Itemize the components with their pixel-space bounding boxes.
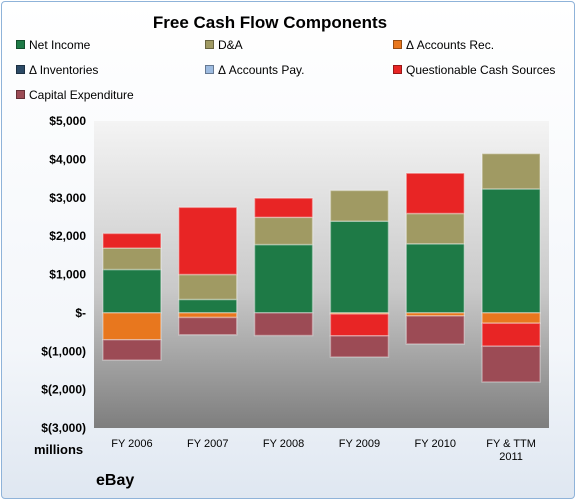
legend-swatch [205, 40, 214, 49]
x-tick-label: FY & TTM 2011 [486, 438, 536, 463]
x-tick-label: FY 2008 [263, 438, 304, 450]
legend-swatch [205, 65, 214, 74]
bar-d-a [102, 247, 162, 271]
bar-net-income [178, 298, 238, 314]
bar-questionable-cash-sources [481, 322, 541, 348]
x-tick-label: FY 2007 [187, 438, 228, 450]
bar-net-income [102, 268, 162, 314]
y-tick-label: $(2,000) [41, 383, 86, 397]
legend-item: Questionable Cash Sources [393, 63, 555, 77]
bar-capital-expenditure [102, 338, 162, 361]
bar-questionable-cash-sources [405, 172, 465, 215]
x-tick-label: FY 2006 [111, 438, 152, 450]
bar-d-a [329, 189, 390, 222]
legend-item: Δ Accounts Rec. [393, 38, 494, 52]
legend-label: Δ Inventories [29, 63, 99, 77]
units-label: millions [34, 442, 84, 457]
bar-d-a [178, 273, 238, 301]
bar-questionable-cash-sources [253, 197, 314, 219]
legend-label: Δ Accounts Rec. [406, 38, 495, 52]
legend-item: D&A [205, 38, 243, 52]
bar-capital-expenditure [178, 316, 238, 336]
bar-d-a [481, 152, 541, 190]
bars-layer [102, 152, 541, 383]
bar-capital-expenditure [329, 335, 390, 358]
y-tick-label: $3,000 [49, 191, 86, 205]
bar-questionable-cash-sources [329, 313, 390, 337]
bar-capital-expenditure [253, 312, 314, 337]
legend-label: Capital Expenditure [29, 88, 134, 102]
y-tick-label: $4,000 [49, 152, 86, 166]
bar-d-a [405, 212, 465, 245]
bar-net-income [405, 243, 465, 314]
legend-item: Δ Inventories [16, 63, 98, 77]
y-tick-label: $(3,000) [41, 421, 86, 435]
plot-background [94, 121, 549, 428]
y-tick-label: $(1,000) [41, 344, 86, 358]
legend-swatch [393, 40, 402, 49]
bar-net-income [253, 243, 314, 314]
legend-label: D&A [218, 38, 243, 52]
bar-d-a [253, 216, 314, 246]
bar-questionable-cash-sources [102, 232, 162, 249]
bar-net-income [329, 220, 390, 314]
legend-label: Net Income [29, 38, 91, 52]
legend-swatch [16, 90, 25, 99]
legend-swatch [16, 65, 25, 74]
bar-accounts-rec [102, 312, 162, 341]
chart-title: Free Cash Flow Components [152, 13, 388, 32]
x-axis: FY 2006 FY 2007 FY 2008 FY 2009 FY 2010 FY & … [111, 438, 536, 463]
bar-capital-expenditure [481, 345, 541, 383]
legend-swatch [16, 40, 25, 49]
y-tick-label: $- [75, 306, 86, 320]
bar-questionable-cash-sources [178, 206, 238, 276]
legend-item: Net Income [16, 38, 90, 52]
legend-item: Capital Expenditure [16, 88, 134, 102]
legend-label: Δ Accounts Pay. [218, 63, 305, 77]
bar-net-income [481, 188, 541, 314]
y-tick-label: $5,000 [49, 114, 86, 128]
y-axis: $5,000 $4,000 $3,000 $2,000 $1,000 $- $(1,000)… [41, 114, 86, 435]
legend-item: Δ Accounts Pay. [205, 63, 305, 77]
y-tick-label: $1,000 [49, 268, 86, 282]
company-label: eBay [96, 472, 135, 489]
bar-capital-expenditure [405, 315, 465, 345]
x-tick-label: FY 2010 [415, 438, 456, 450]
y-tick-label: $2,000 [49, 229, 86, 243]
legend-label: Questionable Cash Sources [406, 63, 556, 77]
x-tick-label: FY 2009 [339, 438, 380, 450]
bar-accounts-rec [481, 312, 541, 324]
legend-swatch [393, 65, 402, 74]
